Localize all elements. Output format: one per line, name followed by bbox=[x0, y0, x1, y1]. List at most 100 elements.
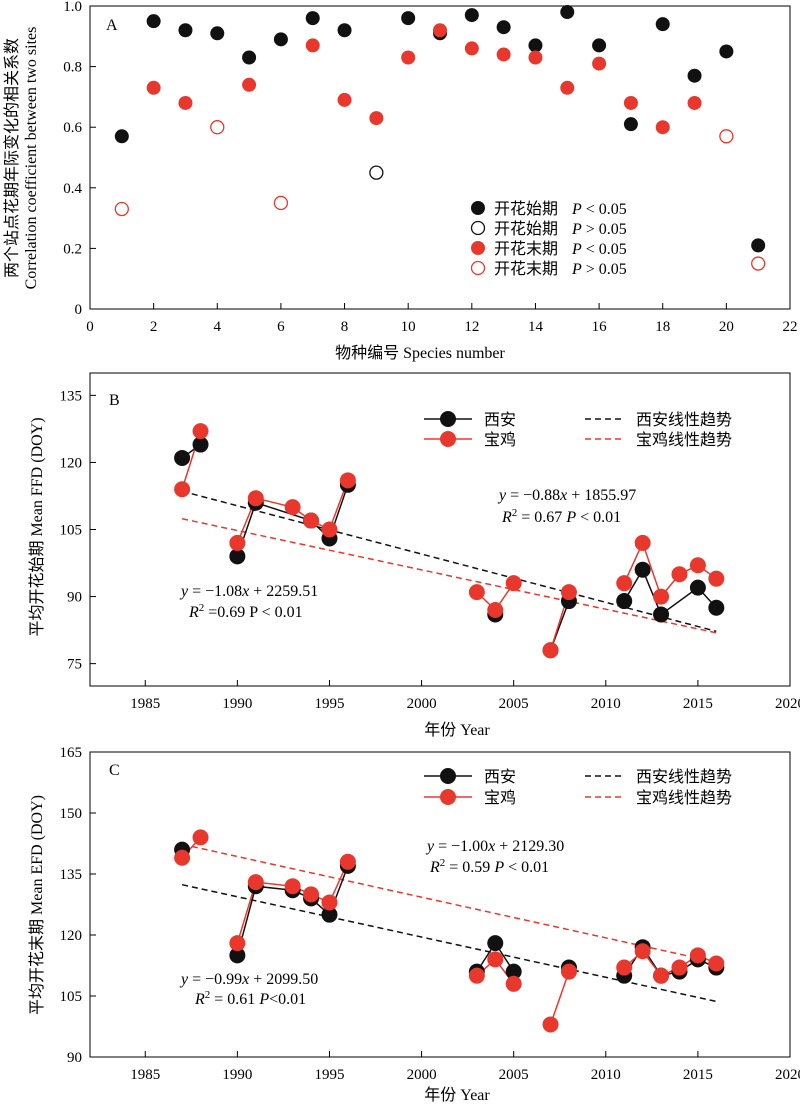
panel-c-baoji-r2: R2 = 0.59 P < 0.01 bbox=[429, 857, 549, 876]
scatter-point bbox=[623, 117, 638, 132]
x-tick-label: 2000 bbox=[407, 1067, 437, 1083]
legend-baoji-trend-label: 宝鸡线性趋势 bbox=[636, 789, 732, 807]
x-tick-label: 1990 bbox=[222, 696, 252, 712]
panel-b-baoji-r2: R2 = 0.67 P < 0.01 bbox=[501, 507, 621, 526]
scatter-point bbox=[146, 80, 161, 95]
panel-a-y-axis-label-cn: 两个站点花期年际变化的相关系数 bbox=[3, 38, 21, 278]
scatter-point bbox=[401, 50, 416, 65]
x-tick-label: 16 bbox=[592, 319, 608, 335]
panel-a: A 0 2 4 6 8 10 12 14 16 18 20 22 0 0.2 0.4 0.6 0.8 1.0 物… bbox=[3, 0, 798, 362]
panel-b-xian-r2: R2 =0.69 P < 0.01 bbox=[188, 602, 303, 621]
legend-p-label: P < 0.05 bbox=[571, 201, 627, 218]
scatter-point bbox=[592, 56, 607, 71]
y-tick-label: 150 bbox=[60, 806, 83, 822]
scatter-point bbox=[687, 95, 702, 110]
scatter-point bbox=[464, 41, 479, 56]
x-tick-label: 1995 bbox=[314, 1067, 344, 1083]
data-point bbox=[505, 963, 522, 980]
panel-b-label: B bbox=[109, 392, 120, 409]
scatter-point bbox=[560, 80, 575, 95]
scatter-point bbox=[496, 20, 511, 35]
panel-a-legend: 开花始期 P < 0.05 开花始期 P > 0.05 开花末期 P < 0.05 开花末期… bbox=[470, 200, 627, 278]
data-point bbox=[616, 959, 633, 976]
x-tick-label: 8 bbox=[341, 319, 349, 335]
x-tick-label: 2 bbox=[150, 319, 158, 335]
data-point bbox=[689, 579, 706, 596]
data-point bbox=[542, 642, 559, 659]
scatter-point bbox=[496, 47, 511, 62]
scatter-point bbox=[369, 111, 384, 126]
data-point bbox=[487, 601, 504, 618]
panel-c-legend: 西安 宝鸡 西安线性趋势 宝鸡线性趋势 bbox=[424, 768, 732, 807]
y-tick-label: 135 bbox=[60, 867, 83, 883]
x-tick-label: 1985 bbox=[130, 1067, 160, 1083]
data-point bbox=[560, 584, 577, 601]
scatter-point bbox=[146, 14, 161, 29]
x-tick-label: 20 bbox=[719, 319, 734, 335]
data-point bbox=[321, 894, 338, 911]
panel-c-baoji-equation: y = −1.00x + 2129.30 bbox=[425, 838, 564, 855]
data-point bbox=[560, 963, 577, 980]
y-tick-label: 105 bbox=[60, 523, 83, 539]
y-tick-label: 0.6 bbox=[63, 120, 82, 136]
data-point bbox=[229, 947, 246, 964]
scatter-point bbox=[464, 8, 479, 23]
legend-xian-label: 西安 bbox=[484, 768, 516, 786]
legend-xian-marker bbox=[440, 768, 456, 784]
panel-b-xian-equation: y = −1.08x + 2259.51 bbox=[179, 583, 318, 600]
scatter-point bbox=[114, 129, 129, 144]
data-point bbox=[634, 943, 651, 960]
scatter-point bbox=[751, 238, 766, 253]
panel-a-label: A bbox=[106, 17, 118, 34]
data-point bbox=[542, 1016, 559, 1033]
scatter-point bbox=[655, 17, 670, 32]
panel-c-frame bbox=[89, 751, 791, 1058]
data-point bbox=[321, 906, 338, 923]
panel-c-x-ticks: 1985 1990 1995 2000 2005 2010 2015 2020 bbox=[130, 1051, 800, 1083]
x-tick-label: 1995 bbox=[314, 696, 344, 712]
panel-c-label: C bbox=[109, 762, 120, 779]
x-tick-label: 1985 bbox=[130, 696, 160, 712]
y-tick-label: 105 bbox=[60, 989, 83, 1005]
legend-baoji-label: 宝鸡 bbox=[484, 431, 516, 449]
y-tick-label: 120 bbox=[60, 455, 83, 471]
x-tick-label: 10 bbox=[401, 319, 416, 335]
data-point bbox=[653, 967, 670, 984]
legend-label: 开花始期 bbox=[494, 220, 558, 238]
panel-c-xian-r2: R2 = 0.61 P<0.01 bbox=[194, 989, 306, 1008]
legend-marker bbox=[470, 260, 486, 276]
x-tick-label: 2010 bbox=[591, 1067, 621, 1083]
data-point bbox=[339, 472, 356, 489]
data-point bbox=[653, 606, 670, 623]
data-point bbox=[468, 584, 485, 601]
data-point bbox=[174, 481, 191, 498]
x-tick-label: 1990 bbox=[222, 1067, 252, 1083]
y-tick-label: 0.4 bbox=[63, 181, 82, 197]
scatter-point bbox=[178, 95, 193, 110]
panel-a-points bbox=[114, 5, 766, 271]
data-point bbox=[192, 436, 209, 453]
data-point bbox=[321, 521, 338, 538]
legend-xian-trend-label: 西安线性趋势 bbox=[636, 768, 732, 786]
x-tick-label: 22 bbox=[783, 319, 798, 335]
x-tick-label: 2005 bbox=[499, 696, 529, 712]
scatter-point bbox=[528, 38, 543, 53]
x-tick-label: 6 bbox=[277, 319, 285, 335]
data-point bbox=[487, 935, 504, 952]
scatter-point bbox=[560, 5, 575, 20]
y-tick-label: 0 bbox=[75, 302, 83, 318]
x-tick-label: 2000 bbox=[407, 696, 437, 712]
scatter-point bbox=[592, 38, 607, 53]
scatter-point bbox=[433, 23, 447, 38]
data-point bbox=[689, 947, 706, 964]
x-tick-label: 4 bbox=[214, 319, 222, 335]
legend-label: 开花始期 bbox=[494, 200, 558, 218]
panel-a-frame bbox=[89, 5, 791, 310]
data-point bbox=[229, 935, 246, 952]
legend-label: 开花末期 bbox=[494, 240, 558, 258]
x-tick-label: 2020 bbox=[775, 1067, 800, 1083]
legend-marker bbox=[471, 201, 485, 215]
data-point bbox=[174, 449, 191, 466]
scatter-point bbox=[719, 44, 734, 59]
